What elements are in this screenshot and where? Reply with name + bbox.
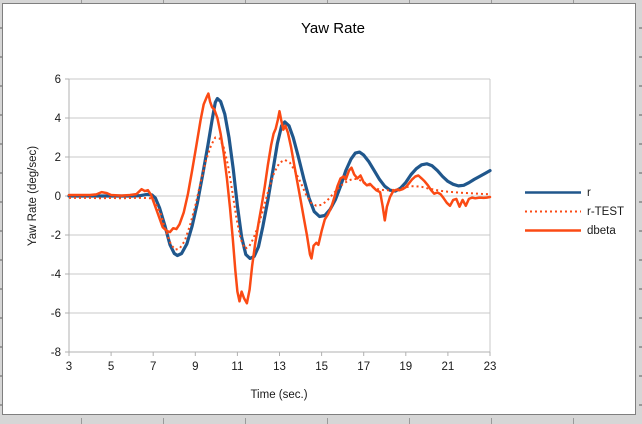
spreadsheet-edge-right	[639, 0, 642, 424]
plot-area[interactable]: -8 -6 -4 -2 0 2 4 6 3 5 7 9 11 13 15 17 19 21 23	[3, 4, 637, 414]
series-line-r[interactable]	[67, 96, 492, 260]
legend-label: r-TEST	[587, 205, 625, 218]
x-tick-label: 17	[357, 361, 370, 373]
chart-title[interactable]: Yaw Rate	[301, 20, 365, 37]
spreadsheet-edge-bottom	[0, 418, 642, 424]
spreadsheet-edge-top	[0, 0, 642, 3]
x-tick-label: 5	[108, 361, 114, 373]
x-tick-label: 3	[66, 361, 72, 373]
x-tick-label: 11	[231, 361, 243, 373]
x-axis-title[interactable]: Time (sec.)	[250, 389, 308, 401]
legend-item-r[interactable]: r	[524, 185, 624, 200]
x-tick-label: 13	[273, 361, 286, 373]
y-tick-label: 4	[55, 113, 62, 125]
spreadsheet-edge-left	[0, 0, 2, 424]
legend-item-r-TEST[interactable]: r-TEST	[524, 204, 624, 219]
y-tick-label: -4	[51, 269, 62, 281]
y-tick-label: -2	[51, 230, 61, 242]
x-tick-label: 9	[192, 361, 198, 373]
legend-line-sample-r-TEST	[525, 210, 581, 213]
series-line-dbeta[interactable]	[67, 92, 492, 305]
legend-line-sample-r	[525, 191, 581, 194]
legend[interactable]: r r-TEST dbeta	[524, 185, 624, 238]
x-tick-label: 7	[150, 361, 156, 373]
x-tick-label: 15	[315, 361, 328, 373]
x-tick-label: 19	[399, 361, 412, 373]
y-tick-label: 2	[55, 152, 61, 164]
y-tick-label: 6	[55, 74, 61, 86]
series-line-r-TEST[interactable]	[69, 136, 490, 251]
y-tick-label: -8	[51, 347, 61, 359]
legend-label: dbeta	[587, 224, 616, 237]
legend-label: r	[587, 186, 591, 199]
legend-line-sample-dbeta	[525, 229, 581, 232]
y-tick-label: 0	[55, 191, 61, 203]
x-tick-label: 21	[442, 361, 455, 373]
x-tick-label: 23	[484, 361, 497, 373]
legend-item-dbeta[interactable]: dbeta	[524, 223, 624, 238]
chart-object[interactable]: Yaw Rate Yaw Rate (deg/sec) Time (sec.) …	[2, 3, 636, 415]
y-tick-label: -6	[51, 308, 61, 320]
